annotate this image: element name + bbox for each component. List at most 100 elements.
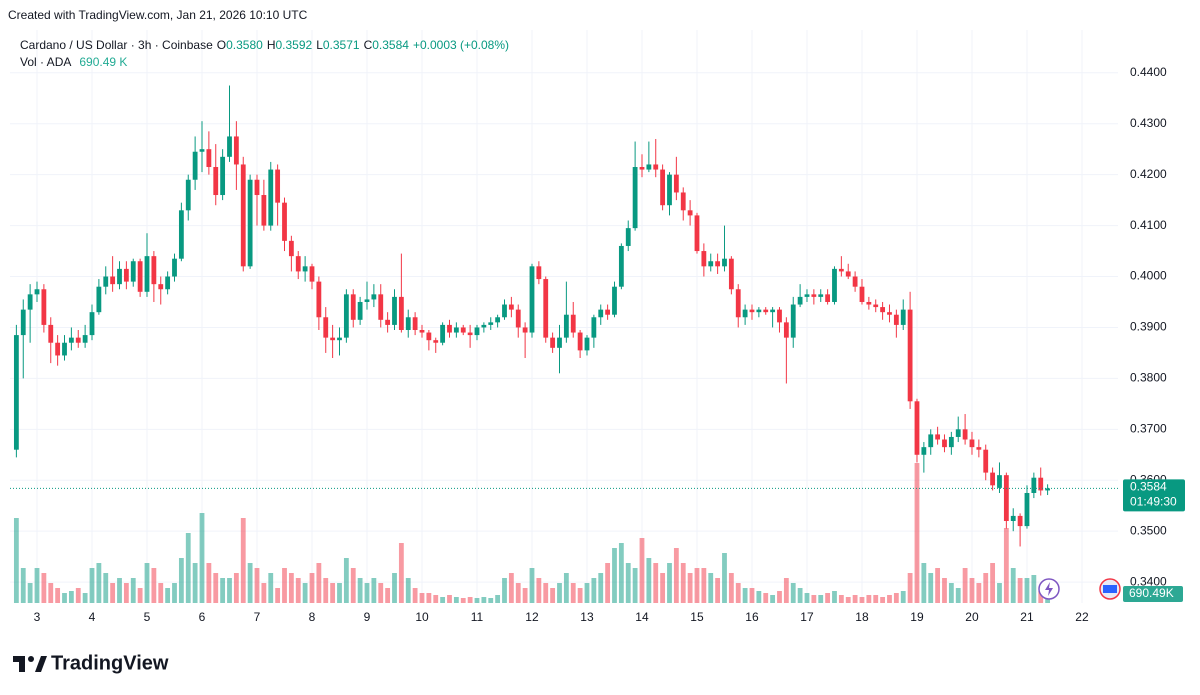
candle-body [309,266,315,282]
candle-body [474,327,480,336]
candle-body [639,167,645,170]
volume-bar [955,588,961,603]
volume-bar [942,578,947,603]
candle-body [447,324,452,333]
volume-bar [82,593,88,603]
volume-bar [667,563,672,603]
candle-body [41,289,47,325]
volume-bar [34,568,40,603]
candle-body [777,309,782,323]
volume-bar [893,593,899,603]
volume-bar [632,568,638,603]
volume-bar [928,573,934,603]
icon-flag[interactable] [1103,585,1117,593]
icon-bolt[interactable] [1045,582,1053,596]
volume-bar [495,595,501,603]
logo-mark [35,656,47,672]
candle-body [605,309,611,315]
candle-body [543,279,549,338]
volume-bar [563,573,569,603]
volume-bar [708,573,714,603]
volume-bar [460,598,466,603]
volume-bar [508,573,514,603]
y-tick-label: 0.4400 [1130,65,1167,79]
candle-body [852,276,858,287]
candle-body [316,281,322,318]
candle-body [680,192,686,211]
candle-body [770,309,776,313]
volume-bar [481,597,487,603]
candle-body [914,401,920,455]
volume-bar [27,583,33,603]
volume-bar [227,578,232,603]
candle-body [282,202,287,241]
candle-body [866,301,872,305]
candle-body [137,261,143,292]
volume-bar [797,588,803,603]
candle-body [557,337,562,348]
x-tick-label: 13 [580,610,594,624]
volume-bar [419,593,425,603]
logo: TradingView [13,652,169,674]
volume-bar [68,591,74,603]
candle-body [653,164,659,170]
candle-body [990,472,996,486]
x-tick-label: 9 [364,610,371,624]
volume-bar [536,578,542,603]
alert-icon[interactable] [1038,578,1060,600]
flag-icon[interactable] [1099,578,1121,600]
volume-bar [282,568,287,603]
volume-bar [969,578,975,603]
x-tick-label: 5 [144,610,151,624]
ohlc-label: O [216,38,227,52]
ohlc-value: 0.3592 [275,38,313,52]
candle-body [103,276,109,287]
volume-bar [137,588,143,603]
x-tick-label: 21 [1020,610,1034,624]
candle-body [811,294,817,297]
volume-bar [55,588,61,603]
candle-body [385,319,391,325]
volume-layer [13,463,1051,603]
ohlc-label: L [316,38,323,52]
candle-body [632,167,638,229]
volume-bar [1031,575,1037,603]
candle-body [130,261,136,282]
candle-body [405,317,411,330]
credit: Created with TradingView.com, Jan 21, 20… [8,8,308,22]
ohlc-value: 0.3571 [322,38,360,52]
candle-body [151,256,157,285]
candle-body [550,337,556,348]
volume-bar [612,548,617,603]
candle-body [206,149,212,168]
candle-body [1045,488,1051,491]
candle-body [969,439,975,448]
volume-bar [405,578,411,603]
candle-body [213,167,219,196]
candle-body [453,327,459,333]
candle-body [172,258,177,277]
volume-bar [13,518,19,603]
candle-body [563,314,569,338]
volume-bar [398,543,404,603]
volume-bar [866,595,872,603]
volume-bar [653,563,659,603]
y-tick-label: 0.4000 [1130,269,1167,283]
volume-bar [873,595,879,603]
y-tick-label: 0.4100 [1130,218,1167,232]
volume-bar [62,593,67,603]
candle-body [34,289,40,295]
x-tick-label: 3 [34,610,41,624]
candle-body [337,337,342,341]
price-badge-label: 0.3584 [1130,480,1167,494]
volume-bar [447,595,452,603]
candle-body [1010,515,1016,521]
candle-body [144,256,150,292]
candle-body [942,439,947,448]
volume-bar [350,568,356,603]
candle-body [364,299,370,302]
volume-value: 690.49 K [79,55,128,69]
volume-bar [914,463,920,603]
price-badge [1123,479,1185,512]
volume-bar [673,548,679,603]
